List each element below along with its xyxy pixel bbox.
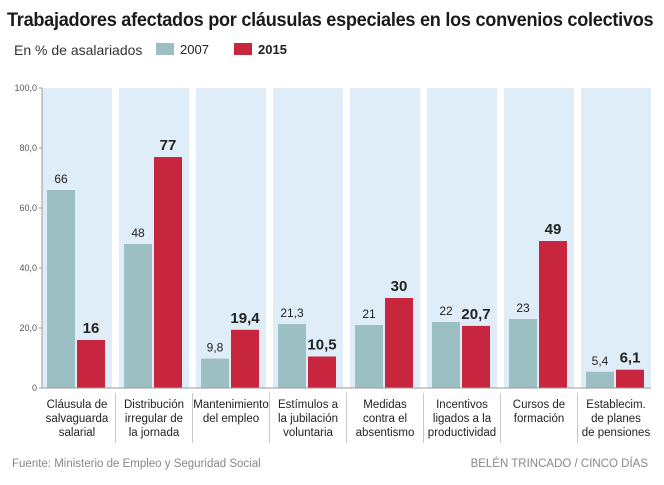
y-tick-label: 40,0 [19, 263, 37, 273]
y-tick-label: 100,0 [14, 83, 37, 93]
data-label-2015-7: 49 [545, 221, 562, 238]
legend-label-2007: 2007 [180, 42, 209, 57]
bar-2007-2 [124, 244, 152, 388]
legend-item-2015: 2015 [234, 42, 287, 57]
category-label: Estímulos a [278, 399, 339, 411]
legend-swatch-2015 [234, 43, 252, 55]
bar-2007-4 [278, 324, 306, 388]
category-label: contra el [363, 413, 407, 425]
data-label-2015-4: 10,5 [307, 337, 336, 354]
data-label-2015-3: 19,4 [230, 310, 260, 327]
bar-2015-7 [539, 241, 567, 388]
credit-note: BELÉN TRINCADO / CINCO DÍAS [470, 458, 648, 470]
data-label-2007-4: 21,3 [280, 306, 304, 320]
category-label: salvaguarda [46, 413, 109, 425]
bar-2015-5 [385, 298, 413, 388]
bar-2007-5 [355, 325, 383, 388]
category-label: la jubilación [278, 413, 338, 425]
chart-title: Trabajadores afectados por cláusulas esp… [7, 9, 654, 31]
legend-label-2015: 2015 [258, 42, 287, 57]
y-tick-label: 80,0 [19, 143, 37, 153]
y-tick-label: 20,0 [19, 323, 37, 333]
category-label: del empleo [203, 413, 259, 425]
bar-2007-6 [432, 322, 460, 388]
data-label-2015-2: 77 [160, 137, 177, 154]
y-tick-label: 0 [32, 383, 37, 393]
category-label: Mantenimiento [193, 399, 268, 411]
bar-chart: 100,0 80,0 60,0 40,0 20,0 0 66 48 9,8 21,3 21 22 23 5… [14, 83, 651, 443]
category-label: Medidas [363, 399, 407, 411]
category-label: Cursos de [513, 399, 565, 411]
chart-subtitle: En % de asalariados [14, 42, 143, 58]
category-label: Incentivos [436, 399, 488, 411]
bar-2007-3 [201, 358, 229, 388]
bar-2007-7 [509, 319, 537, 388]
bar-2015-2 [154, 157, 182, 388]
category-label: Cláusula de [47, 399, 108, 411]
data-label-2007-7: 23 [516, 301, 530, 315]
category-label: formación [514, 413, 565, 425]
category-label: voluntaria [283, 427, 333, 439]
bar-2015-6 [462, 325, 490, 388]
legend-item-2007: 2007 [156, 42, 209, 57]
bar-2015-1 [77, 340, 105, 388]
source-note: Fuente: Ministerio de Empleo y Seguridad… [12, 458, 261, 470]
data-label-2007-6: 22 [439, 304, 453, 318]
data-label-2007-5: 21 [362, 307, 376, 321]
data-label-2007-8: 5,4 [592, 354, 609, 368]
category-label: de planes [591, 413, 641, 425]
legend-swatch-2007 [156, 43, 174, 55]
data-label-2015-1: 16 [83, 320, 100, 337]
bar-2007-8 [586, 371, 614, 388]
bar-2007-1 [47, 190, 75, 388]
category-label: Distribución [124, 399, 184, 411]
category-panel [581, 88, 651, 388]
data-label-2015-6: 20,7 [461, 306, 490, 323]
category-label: de pensiones [582, 427, 651, 439]
bar-2015-4 [308, 356, 336, 388]
category-label: Establecim. [586, 399, 645, 411]
y-tick-label: 60,0 [19, 203, 37, 213]
category-label: salarial [59, 427, 95, 439]
category-label: productividad [428, 427, 496, 439]
data-label-2007-3: 9,8 [207, 341, 224, 355]
data-label-2015-5: 30 [391, 278, 408, 295]
category-label: irregular de [125, 413, 183, 425]
category-label: absentismo [356, 427, 415, 439]
bar-2015-3 [231, 329, 259, 388]
bar-2015-8 [616, 369, 644, 388]
data-label-2007-1: 66 [54, 172, 68, 186]
data-label-2007-2: 48 [131, 226, 145, 240]
category-label: ligados a la [433, 413, 492, 425]
category-label: la jornada [129, 427, 180, 439]
data-label-2015-8: 6,1 [620, 350, 641, 367]
